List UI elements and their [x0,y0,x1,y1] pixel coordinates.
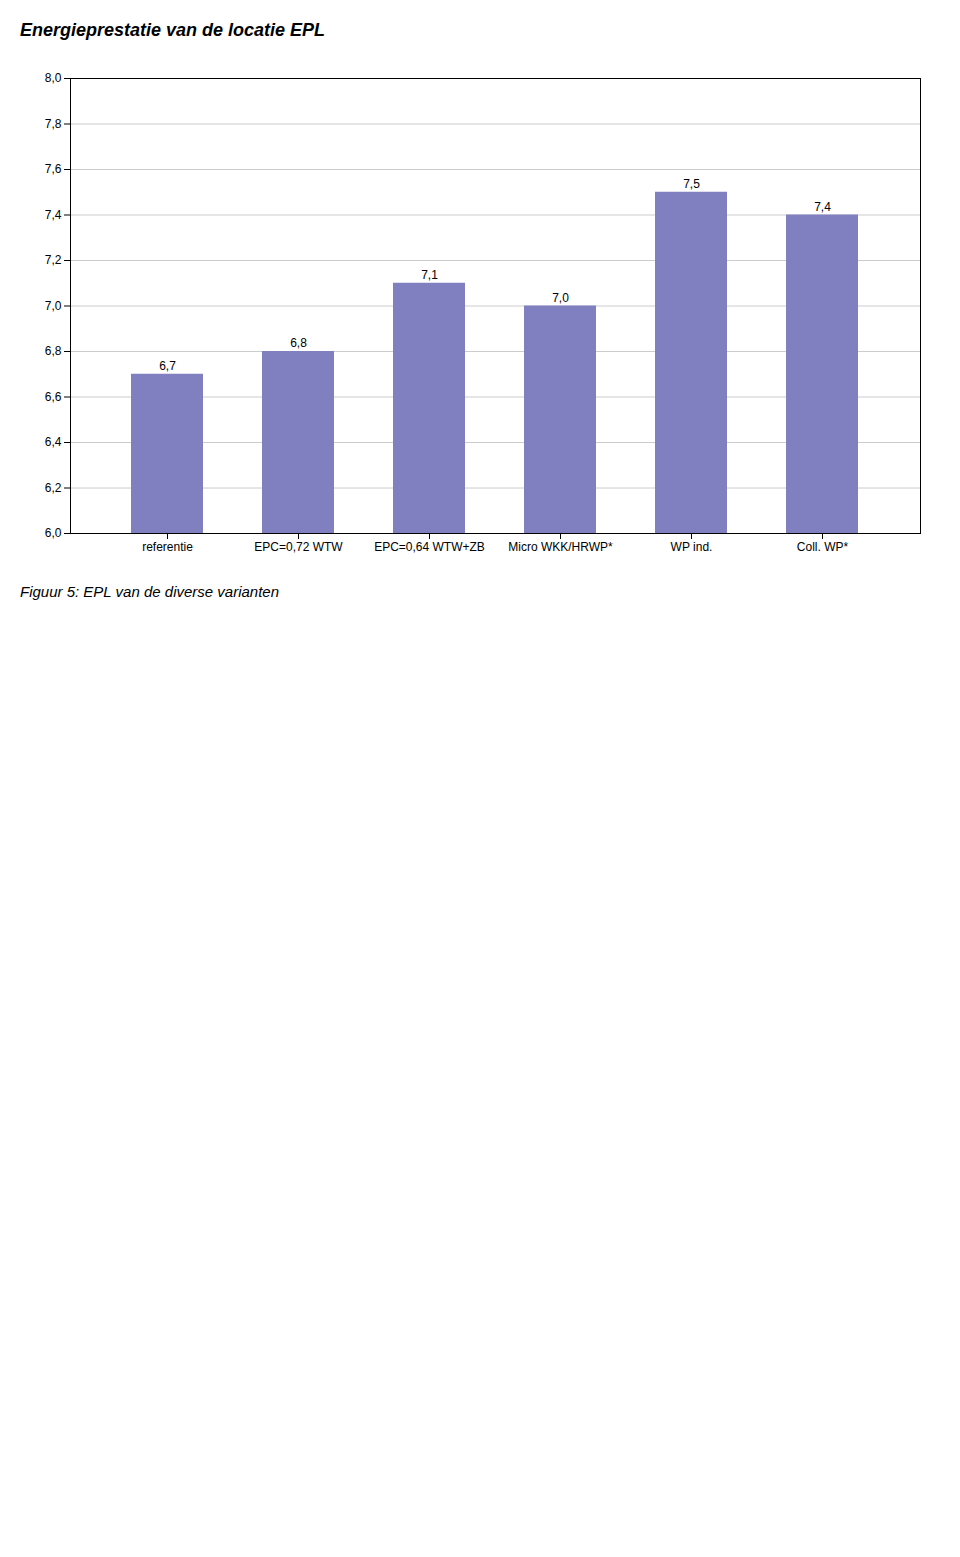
svg-text:6,6: 6,6 [45,390,62,404]
html-text:Energieprestatie van de locati: Energieprestatie van de locatie EPL [20,20,326,40]
svg-text:7,0: 7,0 [45,299,62,313]
svg-text:6,2: 6,2 [45,481,62,495]
svg-text:7,5: 7,5 [683,177,700,191]
svg-text:6,7: 6,7 [159,359,176,373]
svg-text:8,0: 8,0 [45,71,62,85]
svg-text:7,6: 7,6 [45,162,62,176]
svg-text:7,0: 7,0 [552,291,569,305]
svg-text:7,4: 7,4 [814,200,831,214]
svg-text:7,1: 7,1 [421,268,438,282]
svg-text:6,8: 6,8 [290,336,307,350]
svg-text:EPC=0,64 WTW+ZB: EPC=0,64 WTW+ZB [374,540,485,554]
svg-text:6,0: 6,0 [45,526,62,540]
svg-text:7,4: 7,4 [45,208,62,222]
svg-text:7,2: 7,2 [45,253,62,267]
svg-text:Micro WKK/HRWP*: Micro WKK/HRWP* [508,540,613,554]
html-text:Figuur 5: EPL van de diverse v: Figuur 5: EPL van de diverse varianten [20,583,279,600]
svg-text:7,8: 7,8 [45,117,62,131]
svg-text:EPC=0,72 WTW: EPC=0,72 WTW [254,540,343,554]
svg-text:6,4: 6,4 [45,435,62,449]
svg-text:referentie: referentie [142,540,193,554]
svg-text:Coll. WP*: Coll. WP* [797,540,849,554]
svg-text:6,8: 6,8 [45,344,62,358]
svg-text:WP ind.: WP ind. [671,540,713,554]
